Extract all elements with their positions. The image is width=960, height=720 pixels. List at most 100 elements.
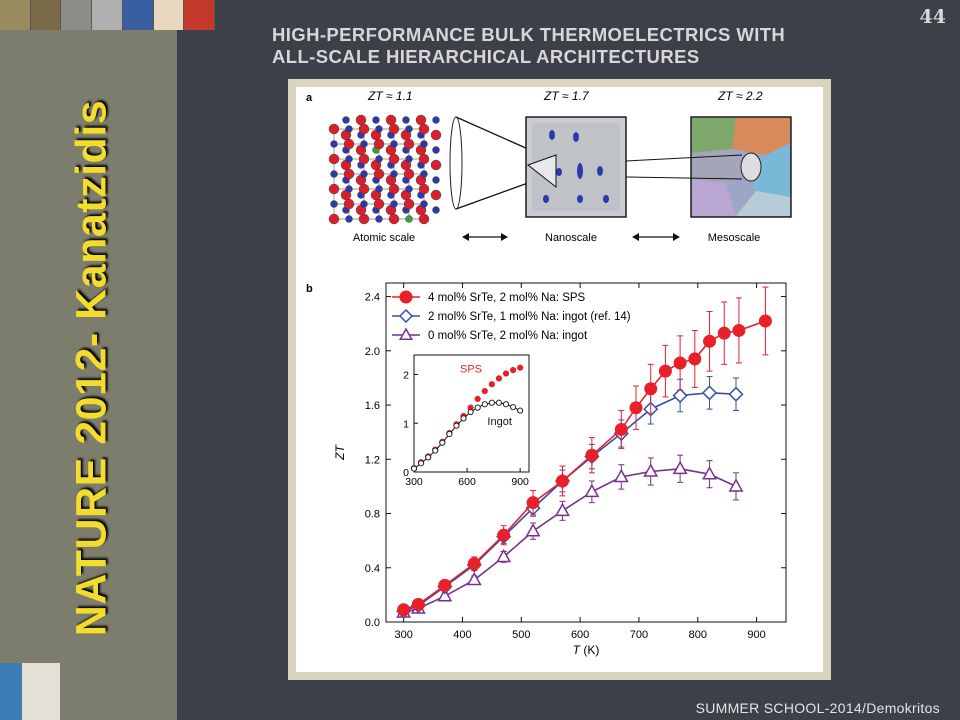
legend: 4 mol% SrTe, 2 mol% Na: SPS 2 mol% SrTe, … <box>392 290 631 342</box>
lattice-atom <box>430 129 442 141</box>
lattice-atom <box>375 125 383 133</box>
x-tick-label: 900 <box>747 629 765 641</box>
series-line <box>403 467 737 614</box>
lattice-atom <box>390 200 398 208</box>
lattice-atom <box>373 168 385 180</box>
inset-x-tick-label: 600 <box>458 476 476 488</box>
lattice-atom <box>390 140 398 148</box>
figure-frame: a ZT ≈ 1.1 ZT ≈ 1.7 ZT ≈ 2.2 <box>288 79 831 680</box>
grain-lightblue <box>736 191 790 216</box>
caption-meso: Mesoscale <box>708 232 761 244</box>
lattice-atom <box>345 125 353 133</box>
panel-a-label: a <box>306 92 313 104</box>
y-tick-label: 2.4 <box>365 292 380 304</box>
thumbnail-5 <box>122 0 154 30</box>
data-point <box>439 439 446 446</box>
data-point <box>758 314 772 328</box>
double-arrow-2 <box>632 233 680 241</box>
thumbnail-1 <box>0 0 31 30</box>
data-point <box>629 401 643 415</box>
lattice-atom <box>358 183 370 195</box>
lattice-atom <box>375 155 383 163</box>
legend-entry: 2 mol% SrTe, 1 mol% Na: ingot (ref. 14) <box>428 311 631 323</box>
data-point <box>437 588 453 602</box>
data-point <box>466 571 482 586</box>
lattice-atom <box>330 200 338 208</box>
data-point <box>474 404 481 411</box>
data-point <box>555 502 570 517</box>
inset-series-2 <box>410 399 524 472</box>
lattice-atom <box>403 138 415 150</box>
series-1 <box>397 286 772 617</box>
logo-portrait-block <box>22 663 60 720</box>
lattice-atom <box>328 183 340 195</box>
legend-entry: 0 mol% SrTe, 2 mol% Na: ingot <box>428 330 588 342</box>
header-thumbnail-strip <box>0 0 216 30</box>
zoom-line-lower-1 <box>455 182 529 210</box>
data-point <box>411 597 425 611</box>
nanoscale-zoom-cone <box>526 154 557 189</box>
slide-title-line-1: HIGH-PERFORMANCE BULK THERMOELECTRICS WI… <box>272 24 786 45</box>
caption-atomic: Atomic scale <box>353 232 415 244</box>
y-tick-label: 0.0 <box>365 617 380 629</box>
data-point <box>703 334 717 348</box>
page-number: 44 <box>919 6 946 28</box>
data-point <box>728 386 744 402</box>
lattice-atom <box>372 116 380 124</box>
data-point <box>688 352 702 366</box>
data-point <box>425 454 432 461</box>
data-point <box>488 399 495 406</box>
inset-y-tick-label: 2 <box>403 370 409 382</box>
data-point <box>502 370 510 377</box>
data-point <box>446 430 453 438</box>
data-point <box>585 448 599 462</box>
data-point <box>399 327 413 340</box>
lattice-atom <box>375 185 383 193</box>
lattice-atom <box>420 140 428 148</box>
data-point <box>438 578 452 592</box>
data-point <box>467 408 474 416</box>
lattice-atom <box>373 198 385 210</box>
lattice-atom <box>345 155 353 163</box>
data-point <box>474 395 481 402</box>
data-point <box>481 387 488 395</box>
y-tick-label: 0.4 <box>365 563 380 575</box>
nanoprecipitate <box>556 168 562 176</box>
vertical-title: NATURE 2012- Kanatzidis <box>67 99 116 637</box>
lattice-atom <box>360 140 368 148</box>
mesoscale-image <box>625 116 792 218</box>
data-point <box>526 496 540 510</box>
data-point <box>496 548 512 563</box>
zoom-line-upper-2 <box>625 154 743 162</box>
x-tick-label: 500 <box>512 629 530 641</box>
data-point <box>460 415 467 422</box>
data-point <box>555 474 569 488</box>
data-point <box>728 478 744 492</box>
data-point <box>613 468 629 483</box>
lattice-atom <box>418 153 430 165</box>
lattice-atom <box>358 213 370 225</box>
lattice-atom <box>420 200 428 208</box>
x-tick-label: 400 <box>453 629 471 641</box>
thumbnail-4 <box>92 0 123 30</box>
data-point <box>732 323 746 337</box>
data-point <box>672 460 688 475</box>
inset-chart: 300 600 900 0 1 2 SPS Ingot <box>403 354 530 488</box>
zoom-line-upper-1 <box>455 116 529 150</box>
nanoprecipitate <box>577 163 583 179</box>
y-tick-label: 0.8 <box>365 509 380 521</box>
inset-x-tick-label: 300 <box>405 476 423 488</box>
atomic-lattice-illustration <box>328 114 442 225</box>
thumbnail-6 <box>153 0 185 30</box>
lattice-atom <box>403 168 415 180</box>
nanoprecipitate <box>573 132 579 142</box>
lattice-atom <box>418 213 430 225</box>
lattice-atom <box>418 123 430 135</box>
slide-title: HIGH-PERFORMANCE BULK THERMOELECTRICS WI… <box>272 24 872 68</box>
inset-annotation-ingot: Ingot <box>487 416 511 428</box>
data-point <box>509 404 517 411</box>
lattice-atom <box>345 215 353 223</box>
lattice-atom <box>345 185 353 193</box>
slide-title-line-2: ALL-SCALE HIERARCHICAL ARCHITECTURES <box>272 46 700 67</box>
nanoprecipitate <box>597 166 603 176</box>
